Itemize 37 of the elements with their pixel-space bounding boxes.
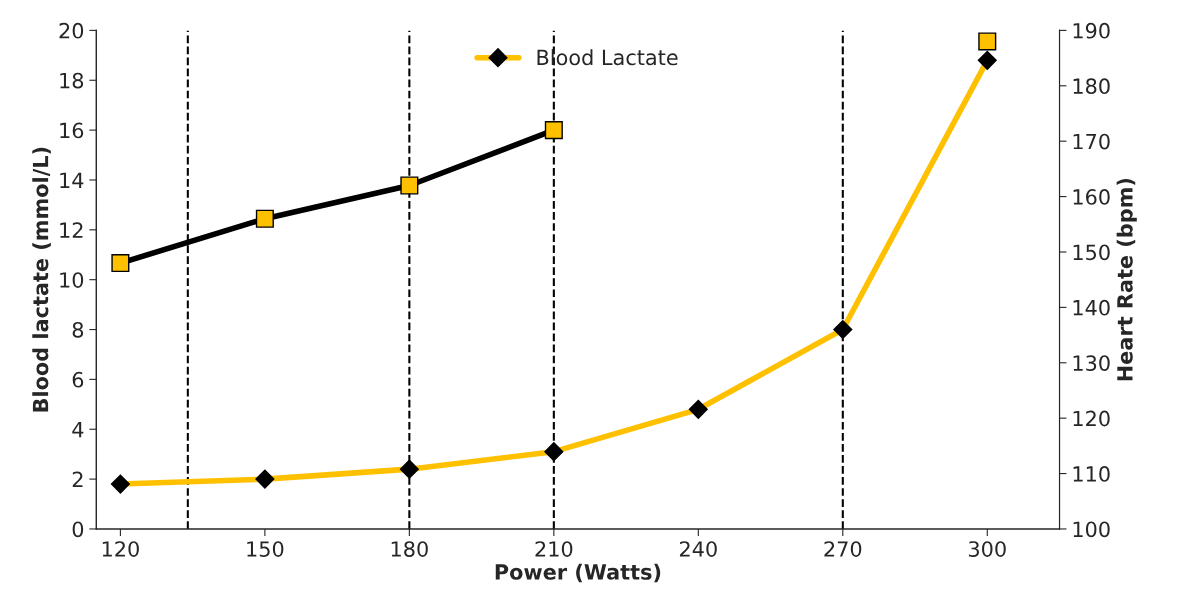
y-tick-label: 8 bbox=[72, 321, 84, 338]
y2-tick-label: 110 bbox=[1073, 466, 1110, 482]
point bbox=[111, 254, 130, 273]
y2-tick-label: 150 bbox=[1073, 244, 1110, 261]
x-tick-label: 120 bbox=[102, 541, 139, 557]
y-tick-label: 4 bbox=[72, 421, 84, 438]
y-tick-label: 6 bbox=[72, 371, 84, 388]
y-tick-label: 10 bbox=[60, 272, 84, 288]
y2-tick-label: 120 bbox=[1073, 410, 1110, 427]
y2-tick-label: 130 bbox=[1073, 355, 1110, 371]
y2-tick-label: 160 bbox=[1073, 189, 1110, 205]
x-tick-label: 300 bbox=[968, 541, 1006, 557]
y2-tick-label: 100 bbox=[1073, 521, 1110, 538]
y-tick-label: 14 bbox=[60, 172, 84, 188]
x-axis-title: Power (Watts) bbox=[495, 563, 661, 583]
legend-label: Blood Lactate bbox=[537, 49, 678, 66]
x-tick-label: 180 bbox=[391, 541, 428, 557]
y-tick-label: 12 bbox=[60, 222, 83, 238]
y2-axis-title: Heart Rate (bpm) bbox=[1116, 178, 1137, 381]
point bbox=[400, 176, 419, 195]
y-tick-label: 0 bbox=[72, 521, 84, 538]
y-axis-title: Blood lactate (mmol/L) bbox=[32, 147, 51, 412]
x-tick-label: 210 bbox=[535, 541, 573, 557]
y2-tick-label: 180 bbox=[1073, 78, 1110, 95]
x-tick-label: 240 bbox=[679, 541, 717, 557]
y2-tick-label: 170 bbox=[1073, 133, 1110, 150]
y2-tick-label: 190 bbox=[1073, 22, 1110, 39]
x-tick-label: 270 bbox=[824, 541, 862, 557]
point bbox=[978, 32, 997, 51]
y-tick-label: 18 bbox=[60, 72, 84, 89]
y2-tick-label: 140 bbox=[1073, 299, 1110, 316]
point bbox=[544, 121, 563, 140]
x-tick-label: 150 bbox=[247, 541, 284, 557]
y-tick-label: 16 bbox=[60, 122, 84, 139]
point bbox=[255, 209, 274, 228]
y-tick-label: 2 bbox=[72, 471, 83, 488]
y-tick-label: 20 bbox=[59, 22, 84, 39]
